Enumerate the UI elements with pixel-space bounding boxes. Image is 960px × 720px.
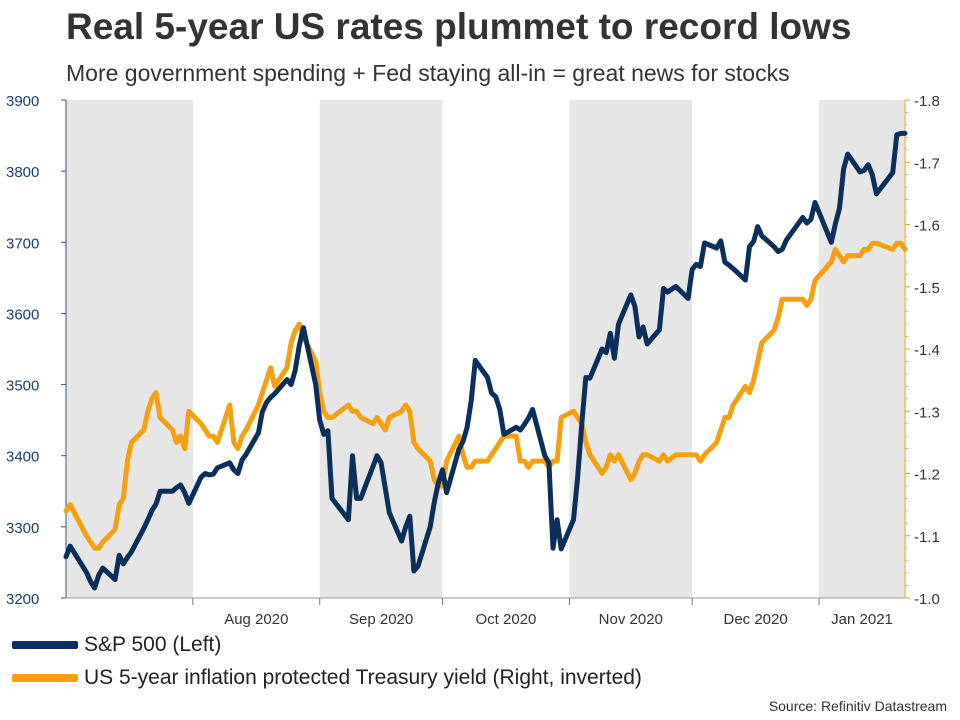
left-axis-tick-label: 3500 <box>6 378 39 395</box>
chart-title: Real 5-year US rates plummet to record l… <box>66 6 852 47</box>
legend-item-sp500: S&P 500 (Left) <box>12 633 221 657</box>
right-axis-tick-label: -1.1 <box>914 529 940 546</box>
series-line-sp500 <box>63 130 908 591</box>
left-axis-tick-label: 3300 <box>6 520 39 537</box>
right-axis-tick-label: -1.6 <box>914 218 940 235</box>
legend-item-tips-yield: US 5-year inflation protected Treasury y… <box>12 666 642 690</box>
shaded-month-band <box>319 100 443 598</box>
right-axis-tick-label: -1.7 <box>914 155 940 172</box>
legend-swatch-sp500 <box>12 641 78 649</box>
left-axis-tick-label: 3800 <box>6 164 39 181</box>
x-axis-tick-label: Oct 2020 <box>476 611 537 628</box>
x-axis-tick-label: Nov 2020 <box>599 611 663 628</box>
left-axis-tick-label: 3400 <box>6 449 39 466</box>
left-axis-tick-label: 3600 <box>6 306 39 323</box>
chart-axes: 3200 3300 3400 3500 3600 3700 3800 3900 -1.0 -1.1… <box>6 93 940 628</box>
left-axis-tick-label: 3700 <box>6 235 39 252</box>
x-axis-tick-label: Jan 2021 <box>831 611 893 628</box>
chart-subtitle: More government spending + Fed staying a… <box>66 60 790 86</box>
x-axis-tick-label: Sep 2020 <box>349 611 413 628</box>
series-line-tips-yield <box>63 240 908 551</box>
legend-label-sp500: S&P 500 (Left) <box>84 633 222 656</box>
right-axis-tick-label: -1.3 <box>914 404 940 421</box>
month-shading <box>66 100 905 598</box>
x-axis-tick-label: Aug 2020 <box>224 611 288 628</box>
right-axis-tick-label: -1.2 <box>914 467 940 484</box>
source-note: Source: Refinitiv Datastream <box>768 698 947 714</box>
right-axis-tick-label: -1.5 <box>914 280 940 297</box>
right-axis-tick-label: -1.0 <box>914 591 940 608</box>
left-axis-tick-label: 3900 <box>6 93 39 110</box>
shaded-month-band <box>66 100 193 598</box>
legend-swatch-tips-yield <box>12 674 78 682</box>
legend-label-tips-yield: US 5-year inflation protected Treasury y… <box>84 666 642 689</box>
left-axis-tick-label: 3200 <box>6 591 39 608</box>
series-lines <box>63 130 908 591</box>
x-axis-tick-label: Dec 2020 <box>724 611 788 628</box>
shaded-month-band <box>569 100 693 598</box>
right-axis-tick-label: -1.8 <box>914 93 940 110</box>
right-axis-tick-label: -1.4 <box>914 342 940 359</box>
shaded-month-band <box>819 100 905 598</box>
